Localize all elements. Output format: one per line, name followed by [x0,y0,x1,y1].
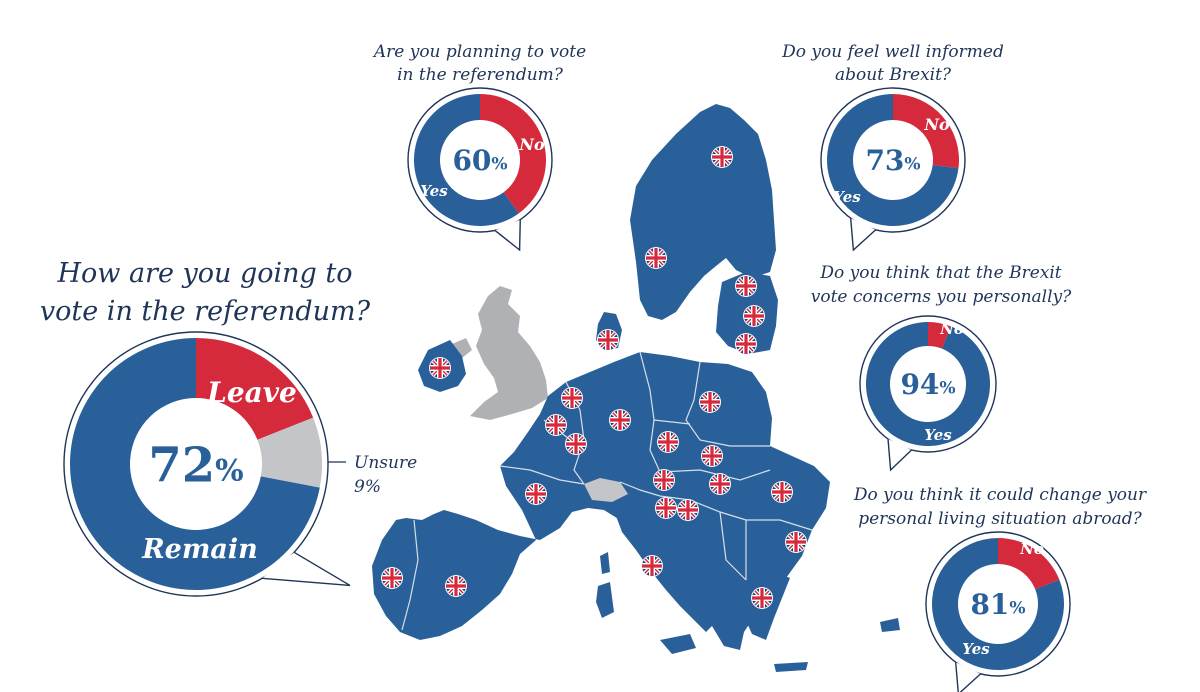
union-jack-icon [735,275,757,297]
union-jack-icon [609,409,631,431]
union-jack-icon [785,531,807,553]
union-jack-icon [545,414,567,436]
segment-label-no: No [518,135,545,154]
center-percentage: 94% [900,368,955,401]
bubble-tail [887,438,913,472]
union-jack-icon [641,555,663,577]
union-jack-icon [429,357,451,379]
corsica-shape [600,552,610,574]
slice-yes [414,94,519,226]
bubble-tail [494,219,521,252]
slice-leave [196,338,314,440]
q2-question-line2: about Brexit? [835,65,952,85]
slice-no [480,94,547,214]
bubble-tail [849,218,877,252]
segment-label-yes: Yes [962,640,990,658]
slice-unsure [257,417,323,488]
europe-map [372,104,900,672]
union-jack-icon [561,387,583,409]
italy-shape [616,510,716,632]
slice-yes [932,538,1064,670]
union-jack-icon [677,499,699,521]
sicily-shape [660,634,696,654]
union-jack-icon [735,333,757,355]
donut-chart-concerns-personally: 94% No Yes [859,315,997,472]
center-percentage: 81% [970,588,1025,621]
segment-label-remain: Remain [141,534,258,565]
q4-question-line1: Do you think it could change your [853,485,1147,505]
segment-label-no: No [923,115,950,134]
q3-question-line1: Do you think that the Brexit [819,263,1061,283]
main-question-line2: vote in the referendum? [40,296,371,327]
q1-question-line1: Are you planning to vote [372,42,586,62]
segment-label-yes: Yes [420,182,448,200]
segment-label-no: No [939,320,964,338]
mainland-europe-shape [372,352,830,650]
slice-remain [69,338,320,590]
center-percentage: 73% [865,144,920,177]
q1-question-line2: in the referendum? [397,65,564,85]
unsure-label: Unsure [354,453,417,473]
union-jack-icon [771,481,793,503]
union-jack-icon [657,431,679,453]
slice-no [893,94,959,169]
segment-label-yes: Yes [833,188,861,206]
center-percentage: 72% [148,437,243,493]
segment-label-leave: Leave [206,376,297,409]
slice-no [928,322,951,349]
slice-yes [866,322,990,446]
center-percentage: 60% [452,144,507,177]
donut-chart-main: 72% Leave Remain [63,331,351,597]
slice-no [998,538,1060,590]
union-jack-icon [445,575,467,597]
slice-yes [827,94,959,226]
union-jack-icon [709,473,731,495]
crete-shape [774,662,808,672]
donut-chart-vote-planning: 60% No Yes [407,87,553,252]
union-jack-icon [381,567,403,589]
union-jack-icon [655,497,677,519]
bubble-tail [954,662,982,692]
q2-question-line1: Do you feel well informed [781,42,1004,62]
union-jack-icon [751,587,773,609]
q3-question-line2: vote concerns you personally? [811,287,1072,307]
union-jack-icon [701,445,723,467]
donut-chart-well-informed: 73%No Yes [820,87,966,252]
donut-chart-living-situation: 81% No Yes [925,531,1071,692]
union-jack-icon [699,391,721,413]
segment-label-yes: Yes [924,426,952,444]
union-jack-icon [743,305,765,327]
cyprus-shape [880,618,900,632]
q4-question-line2: personal living situation abroad? [858,509,1142,529]
main-question-line1: How are you going to [56,258,352,289]
union-jack-icon [525,483,547,505]
sardinia-shape [596,582,614,618]
union-jack-icon [645,247,667,269]
union-jack-icon [565,433,587,455]
union-jack-icon [653,469,675,491]
switzerland-shape [584,478,628,502]
union-jack-icon [711,146,733,168]
union-jack-icon [597,329,619,351]
unsure-value: 9% [354,477,381,497]
great-britain-shape [470,286,548,420]
segment-label-no: No [1019,540,1044,558]
scandinavia-shape [630,104,776,320]
